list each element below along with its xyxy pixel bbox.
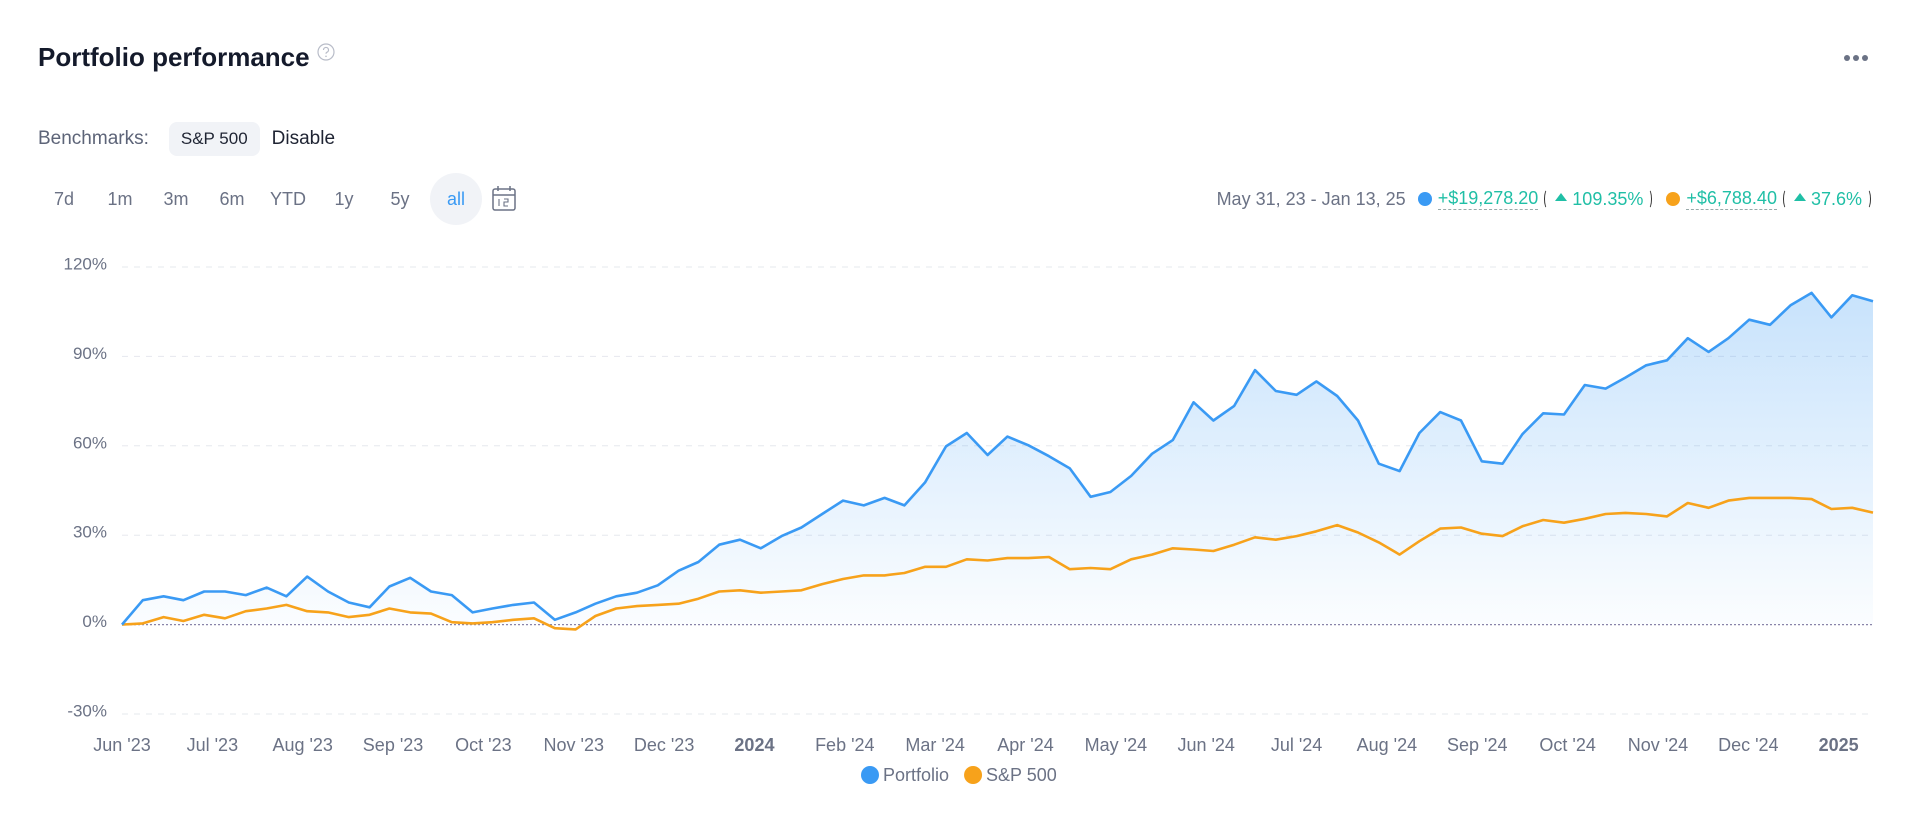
summary-dot [1666, 192, 1681, 206]
help-icon[interactable] [316, 42, 336, 62]
range-buttons: 7d 1m 3m 6m YTD 1y 5y all [36, 173, 524, 225]
range-button[interactable]: 1m [107, 188, 133, 209]
y-tick-label: 60% [73, 433, 107, 452]
summary-dot [1417, 192, 1432, 206]
x-tick-label: Feb '24 [815, 735, 874, 755]
x-tick-label: Dec '23 [634, 735, 694, 755]
up-arrow [1793, 193, 1806, 201]
range-button[interactable]: 6m [219, 188, 245, 209]
summary: May 31, 23 - Jan 13, 25 +$19,278.20 109.3… [1217, 188, 1873, 210]
x-tick-label: Sep '23 [363, 735, 424, 755]
series-line [121, 291, 1874, 626]
paren [1864, 189, 1871, 209]
x-tick-label: Jul '24 [1271, 735, 1322, 755]
benchmarks: Benchmarks: S&P 500 Disable [38, 122, 335, 156]
paren [1782, 189, 1790, 209]
disable-button[interactable]: Disable [271, 128, 336, 149]
range-button[interactable]: 5y [390, 188, 410, 209]
summary-percent: 37.6% [1810, 188, 1862, 209]
x-tick-label: Oct '23 [455, 735, 511, 755]
menu-button[interactable] [1842, 50, 1872, 66]
summary-change: +$6,788.40 [1686, 188, 1777, 210]
date-range: May 31, 23 - Jan 13, 25 [1216, 188, 1406, 209]
range-button[interactable]: 7d [53, 188, 75, 209]
legend-dot [861, 766, 879, 784]
range-button[interactable]: 3m [163, 188, 189, 209]
x-tick-label: Aug '23 [272, 735, 333, 755]
x-tick-label: Oct '24 [1539, 735, 1595, 755]
x-tick-label: Apr '24 [997, 735, 1053, 755]
x-tick-label: 2025 [1819, 735, 1859, 755]
y-tick-label: -30% [67, 701, 107, 720]
x-tick-label: May '24 [1085, 735, 1147, 755]
summary-percent: 109.35% [1572, 188, 1644, 209]
y-tick-label: 0% [82, 612, 107, 631]
x-tick-label: Jun '23 [93, 735, 150, 755]
calendar-icon[interactable] [484, 184, 524, 214]
x-tick-label: Mar '24 [905, 735, 964, 755]
legend-label: Portfolio [883, 765, 949, 785]
range-button[interactable]: all [430, 173, 482, 225]
x-tick-label: 2024 [734, 735, 774, 755]
paren [1645, 189, 1653, 209]
legend-label: S&P 500 [986, 765, 1057, 785]
x-tick-label: Nov '23 [544, 735, 604, 755]
area [122, 292, 1873, 625]
legend-dot [964, 766, 983, 784]
up-arrow [1555, 193, 1568, 201]
y-tick-label: 90% [73, 344, 107, 363]
range-button[interactable]: YTD [270, 188, 306, 209]
x-tick-label: Jul '23 [187, 735, 238, 755]
x-tick-label: Dec '24 [1718, 735, 1778, 755]
paren [1544, 189, 1551, 209]
range-button[interactable]: 1y [334, 188, 354, 209]
x-tick-label: Aug '24 [1357, 735, 1418, 755]
x-tick-label: Nov '24 [1628, 735, 1688, 755]
benchmarks-label: Benchmarks: [38, 128, 149, 149]
benchmark-pill[interactable]: S&P 500 [168, 122, 260, 156]
x-tick-label: Sep '24 [1447, 735, 1508, 755]
series-line [121, 496, 1874, 631]
summary-change: +$19,278.20 [1437, 188, 1539, 210]
y-tick-label: 30% [73, 523, 107, 542]
x-tick-label: Jun '24 [1177, 735, 1234, 755]
y-tick-label: 120% [64, 254, 107, 273]
title: Portfolio performance [38, 42, 310, 72]
